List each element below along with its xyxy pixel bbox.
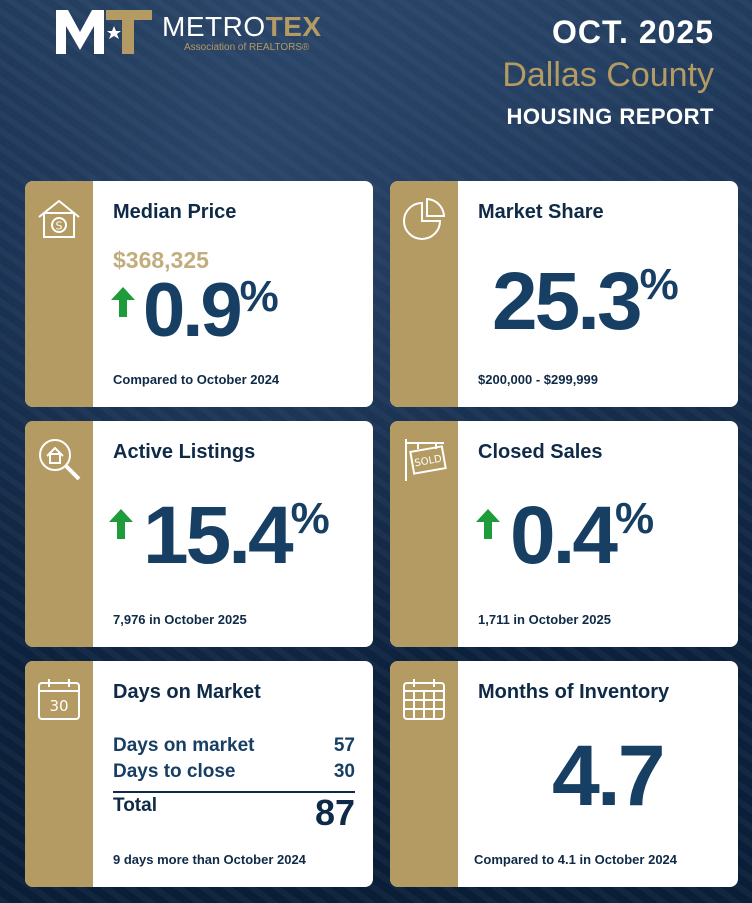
svg-text:SOLD: SOLD xyxy=(414,454,443,470)
up-arrow-icon xyxy=(476,509,500,539)
calendar-grid-icon xyxy=(403,679,445,720)
sold-sign-icon: SOLD xyxy=(405,439,447,481)
days-on-market-card: 30 Days on Market Days on market 57 Days… xyxy=(25,661,373,887)
card-title: Median Price xyxy=(113,201,237,223)
card-title: Market Share xyxy=(478,201,604,223)
market-share-value: 25.3% xyxy=(492,256,679,347)
months-inventory-card: Months of Inventory 4.7 Compared to 4.1 … xyxy=(390,661,738,887)
median-price-change: 0.9% xyxy=(143,268,279,353)
median-price-value: $368,325 xyxy=(113,247,209,273)
dom-total-row: Total 87 xyxy=(113,792,355,833)
up-arrow-icon xyxy=(111,287,135,317)
pie-chart-icon xyxy=(403,197,446,240)
days-on-market-table: Days on market 57 Days to close 30 Total… xyxy=(113,733,355,831)
active-listings-card: Active Listings 15.4% 7,976 in October 2… xyxy=(25,421,373,647)
median-price-card: S Median Price $368,325 0.9% Compared to… xyxy=(25,181,373,407)
calendar-30-icon: 30 xyxy=(38,679,80,720)
card-title: Months of Inventory xyxy=(478,681,670,703)
card-footnote: $200,000 - $299,999 xyxy=(478,372,598,387)
active-listings-change: 15.4% xyxy=(143,490,330,581)
market-share-card: Market Share 25.3% $200,000 - $299,999 xyxy=(390,181,738,407)
metrotex-logo: METROTEX Association of REALTORS® xyxy=(54,8,322,56)
mt-logo-mark-icon xyxy=(56,10,152,54)
card-footnote: 7,976 in October 2025 xyxy=(113,612,247,627)
closed-sales-change: 0.4% xyxy=(510,490,655,581)
report-county: Dallas County xyxy=(502,56,714,94)
report-type: HOUSING REPORT xyxy=(506,104,714,129)
card-accent-strip xyxy=(390,421,458,647)
svg-text:S: S xyxy=(56,220,63,233)
card-title: Days on Market xyxy=(113,681,261,703)
dom-row: Days on market 57 xyxy=(113,735,355,756)
dom-row: Days to close 30 xyxy=(113,761,355,782)
report-month: OCT. 2025 xyxy=(552,14,714,50)
card-footnote: Compared to 4.1 in October 2024 xyxy=(474,852,678,867)
divider xyxy=(113,791,355,793)
svg-text:30: 30 xyxy=(49,697,68,715)
house-dollar-icon: S xyxy=(38,199,80,238)
card-footnote: Compared to October 2024 xyxy=(113,372,280,387)
up-arrow-icon xyxy=(109,509,133,539)
card-title: Active Listings xyxy=(113,441,256,463)
card-accent-strip xyxy=(390,181,458,407)
card-accent-strip xyxy=(25,661,93,887)
house-search-icon xyxy=(39,439,81,481)
header: METROTEX Association of REALTORS® OCT. 2… xyxy=(0,0,752,170)
brand-subtitle: Association of REALTORS® xyxy=(184,41,310,53)
card-footnote: 9 days more than October 2024 xyxy=(113,852,306,867)
closed-sales-card: SOLD Closed Sales 0.4% 1,711 in October … xyxy=(390,421,738,647)
brand-name: METROTEX xyxy=(162,10,322,42)
months-inventory-value: 4.7 xyxy=(552,728,666,824)
card-title: Closed Sales xyxy=(478,441,603,463)
card-footnote: 1,711 in October 2025 xyxy=(478,612,611,627)
